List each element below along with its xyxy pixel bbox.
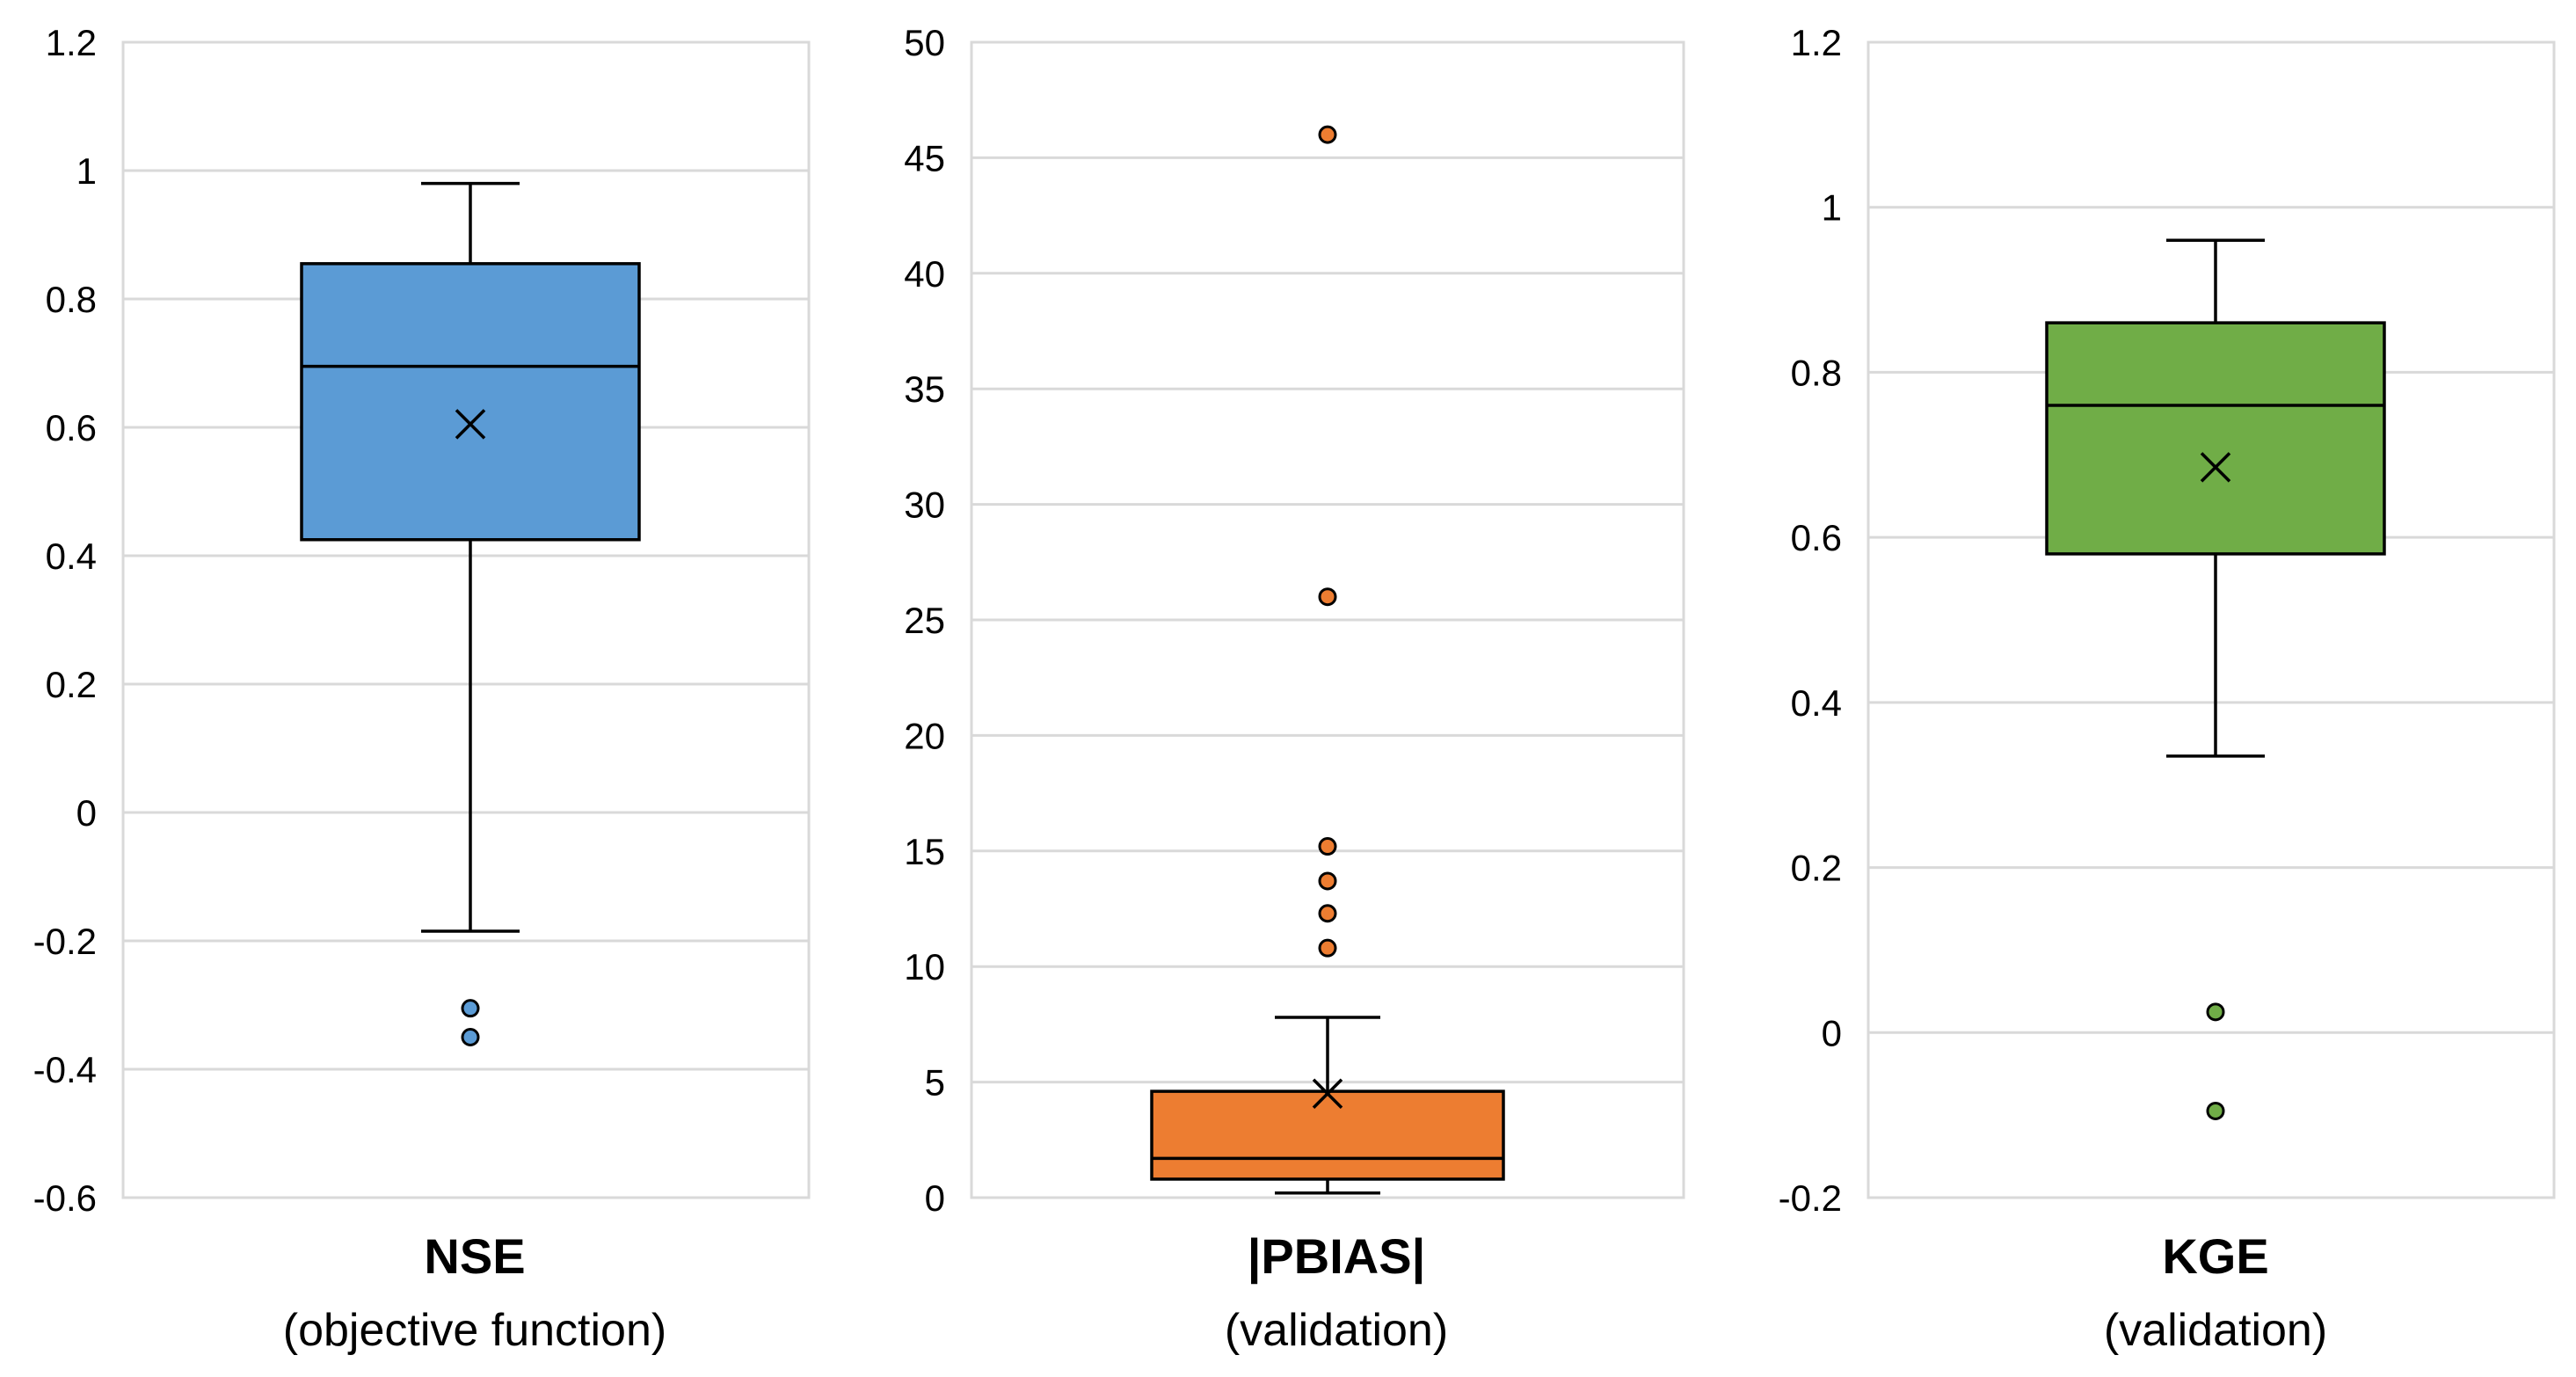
y-tick-label: 0.8 xyxy=(1791,352,1842,393)
outlier-point xyxy=(1318,871,1337,891)
outlier-point xyxy=(1318,837,1337,856)
y-tick-label: 40 xyxy=(904,253,945,295)
y-tick-label: 1.2 xyxy=(1791,22,1842,63)
y-tick-label: 0.4 xyxy=(1791,682,1842,724)
outlier-point xyxy=(2206,1101,2225,1120)
y-tick-label: 0 xyxy=(1822,1012,1842,1053)
y-tick-label: 1.2 xyxy=(46,22,97,63)
y-tick-label: 25 xyxy=(904,600,945,641)
panel-subtitle: (objective function) xyxy=(283,1305,666,1356)
interquartile-box xyxy=(2045,321,2386,556)
y-tick-label: 0.2 xyxy=(1791,848,1842,889)
panel-title: |PBIAS| xyxy=(1248,1228,1425,1285)
outlier-point xyxy=(1318,904,1337,923)
y-tick-label: 0.6 xyxy=(1791,517,1842,558)
y-tick-labels: -0.2 0 0.2 0.4 0.6 0.8 1 1.2 xyxy=(1779,22,1842,1219)
mean-marker xyxy=(455,409,486,440)
mean-marker-stroke xyxy=(455,409,486,440)
chart-panel-kge: -0.2 0 0.2 0.4 0.6 0.8 1 1.2 KGE (validation) xyxy=(1779,22,2556,1356)
y-tick-label: 45 xyxy=(904,137,945,178)
y-tick-label: 0.8 xyxy=(46,279,97,320)
chart-panel-nse: -0.6 -0.4 -0.2 0 0.2 0.4 0.6 0.8 1 1.2 NSE (objec… xyxy=(33,22,811,1356)
panel-subtitle: (validation) xyxy=(2104,1305,2327,1356)
outlier-point xyxy=(461,1028,480,1046)
plot-frame xyxy=(1867,40,2556,1199)
outlier-point xyxy=(2206,1002,2225,1022)
y-tick-label: 0.6 xyxy=(46,407,97,448)
y-tick-label: -0.4 xyxy=(33,1049,97,1090)
panel-title: KGE xyxy=(2162,1228,2268,1284)
y-tick-label: 1 xyxy=(76,150,97,192)
y-tick-label: -0.6 xyxy=(33,1177,97,1219)
y-tick-label: 0 xyxy=(76,792,97,834)
box-marks xyxy=(300,181,641,1046)
y-tick-label: 0 xyxy=(925,1177,945,1219)
interquartile-box xyxy=(300,262,641,542)
y-tick-labels: -0.6 -0.4 -0.2 0 0.2 0.4 0.6 0.8 1 1.2 xyxy=(33,22,97,1219)
panel-subtitle: (validation) xyxy=(1225,1305,1448,1356)
y-tick-label: -0.2 xyxy=(33,921,97,962)
y-tick-label: 30 xyxy=(904,484,945,526)
y-tick-label: 0.2 xyxy=(46,664,97,705)
panel-title: NSE xyxy=(424,1228,525,1284)
y-tick-label: 20 xyxy=(904,715,945,756)
y-tick-label: 0.4 xyxy=(46,536,97,577)
y-tick-label: -0.2 xyxy=(1779,1177,1842,1219)
y-tick-label: 5 xyxy=(925,1062,945,1104)
outlier-point xyxy=(461,999,480,1018)
outlier-point xyxy=(1318,587,1337,607)
chart-panel-pbias: 0 5 10 15 20 25 30 35 40 45 50 |PBIAS| (validation… xyxy=(904,22,1685,1356)
y-tick-label: 50 xyxy=(904,22,945,63)
mean-marker-stroke xyxy=(2200,452,2231,483)
box-marks xyxy=(1150,125,1505,1195)
outlier-point xyxy=(1318,938,1337,958)
y-tick-label: 15 xyxy=(904,831,945,872)
interquartile-box xyxy=(1150,1089,1505,1181)
plot-frame xyxy=(121,40,811,1199)
mean-marker xyxy=(2200,452,2231,483)
mean-marker xyxy=(1312,1078,1343,1109)
box-marks xyxy=(2045,238,2386,1120)
y-tick-labels: 0 5 10 15 20 25 30 35 40 45 50 xyxy=(904,22,945,1219)
y-tick-label: 1 xyxy=(1822,187,1842,229)
outlier-point xyxy=(1318,125,1337,144)
y-tick-label: 35 xyxy=(904,368,945,410)
y-tick-label: 10 xyxy=(904,946,945,987)
mean-marker-stroke xyxy=(1312,1078,1343,1109)
